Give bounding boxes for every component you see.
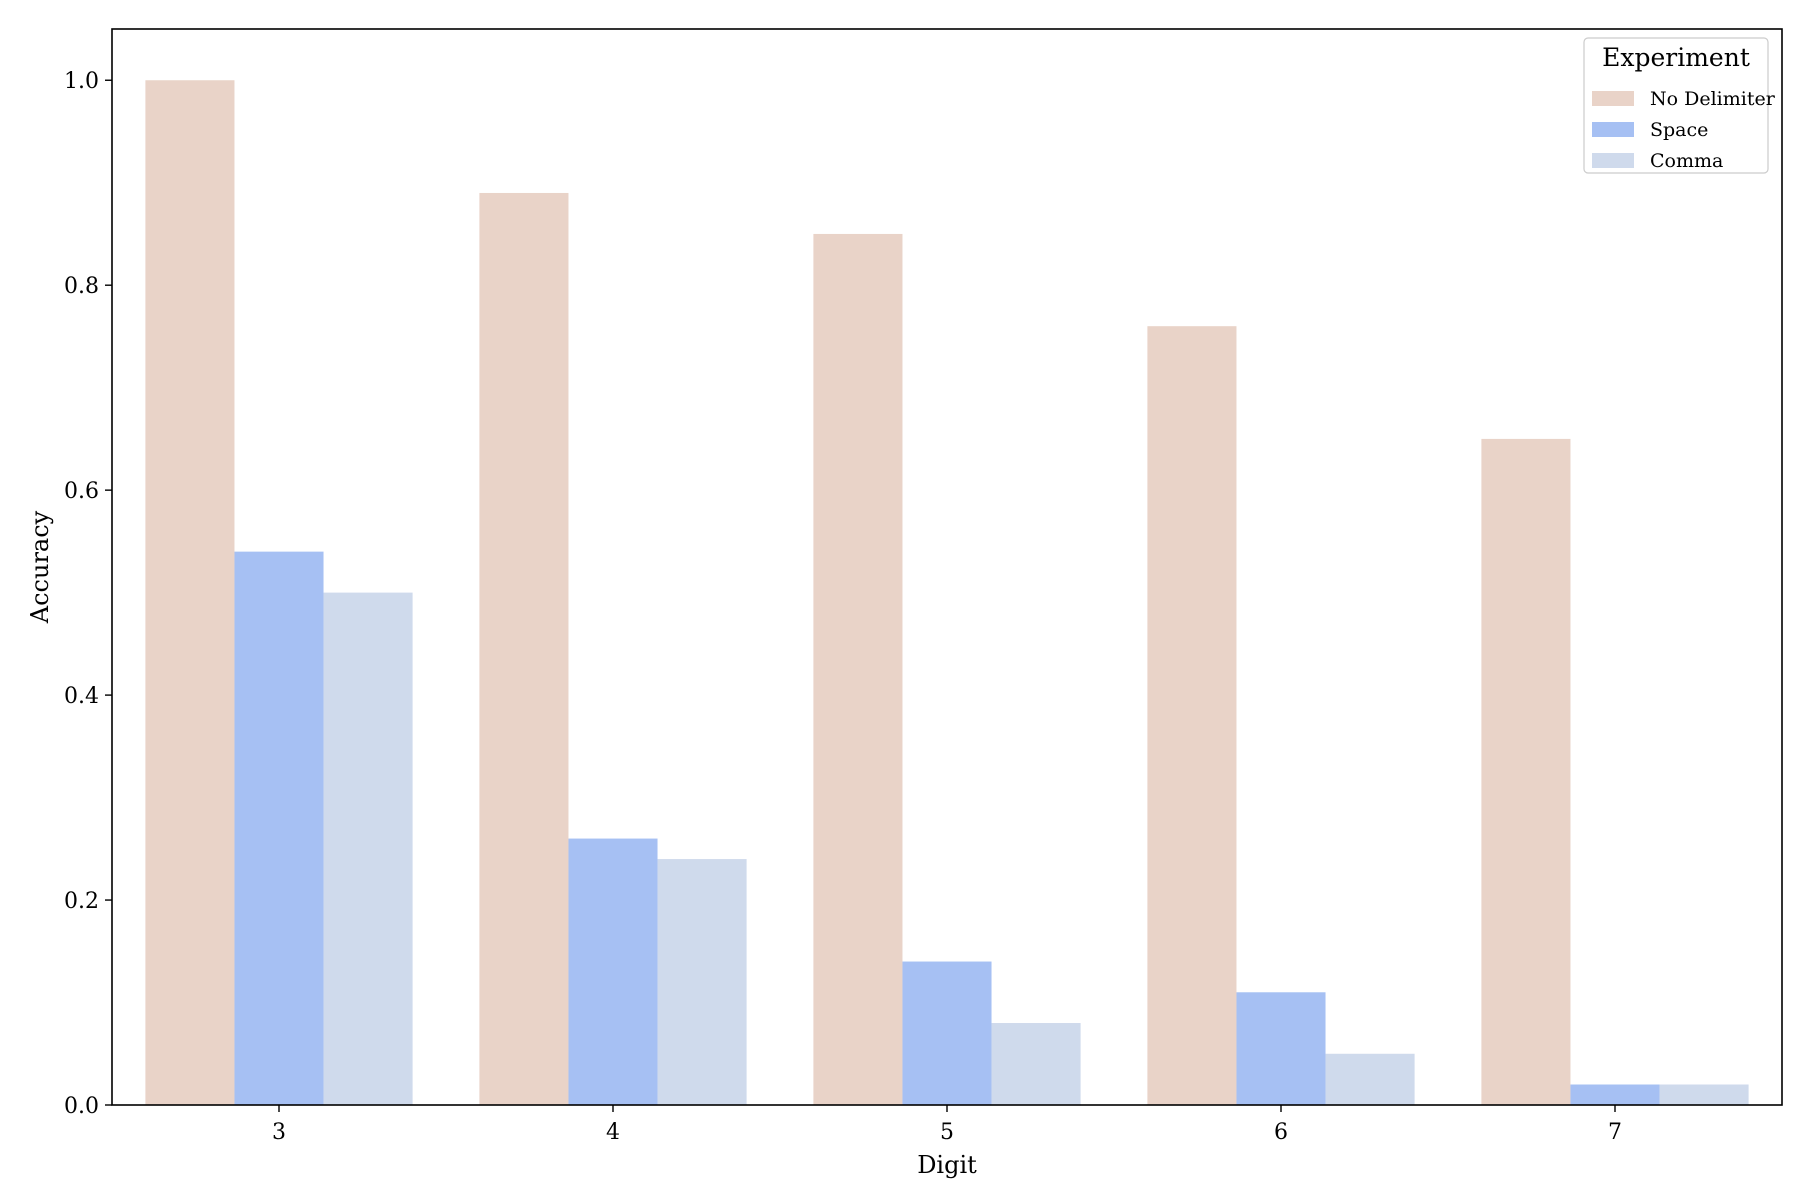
legend-swatch — [1592, 153, 1634, 168]
y-tick-label: 0.0 — [64, 1094, 99, 1119]
y-tick-label: 0.4 — [64, 684, 99, 709]
legend-swatch — [1592, 91, 1634, 106]
x-tick-label: 5 — [940, 1120, 954, 1145]
bar-no-delimiter-3 — [145, 80, 235, 1106]
x-tick-label: 4 — [606, 1120, 620, 1145]
bar-no-delimiter-7 — [1481, 438, 1571, 1105]
bar-space-6 — [1236, 992, 1326, 1105]
x-tick-label: 3 — [272, 1120, 286, 1145]
bar-space-4 — [568, 838, 658, 1105]
legend: Experiment No Delimiter Space Comma — [1583, 37, 1776, 174]
legend-box — [1583, 37, 1769, 174]
x-tick-label: 6 — [1274, 1120, 1288, 1145]
y-tick-label: 0.8 — [64, 274, 99, 299]
legend-swatch — [1592, 122, 1634, 137]
legend-label: No Delimiter — [1650, 88, 1776, 110]
y-tick-label: 1.0 — [64, 69, 99, 94]
bars — [145, 80, 1749, 1106]
x-tick-label: 7 — [1608, 1120, 1622, 1145]
bar-comma-7 — [1659, 1084, 1749, 1105]
legend-title: Experiment — [1602, 43, 1750, 72]
bar-comma-6 — [1325, 1053, 1415, 1105]
bar-space-7 — [1570, 1084, 1660, 1105]
x-axis-label: Digit — [917, 1151, 977, 1179]
bar-comma-4 — [657, 859, 747, 1105]
bar-space-3 — [234, 551, 324, 1105]
legend-label: Space — [1650, 119, 1708, 141]
y-tick-label: 0.2 — [64, 889, 99, 914]
legend-label: Comma — [1650, 150, 1723, 172]
y-axis-label: Accuracy — [26, 510, 54, 624]
bar-comma-5 — [991, 1023, 1081, 1105]
bar-no-delimiter-6 — [1147, 326, 1237, 1106]
bar-no-delimiter-5 — [813, 233, 903, 1105]
bar-no-delimiter-4 — [479, 192, 569, 1105]
bar-comma-3 — [323, 592, 413, 1105]
axis-ticks: 3 4 5 6 7 0.0 0.2 0.4 0.6 0.8 1.0 — [64, 69, 1622, 1145]
legend-items: No Delimiter Space Comma — [1592, 88, 1776, 172]
bar-space-5 — [902, 961, 992, 1105]
y-tick-label: 0.6 — [64, 479, 99, 504]
